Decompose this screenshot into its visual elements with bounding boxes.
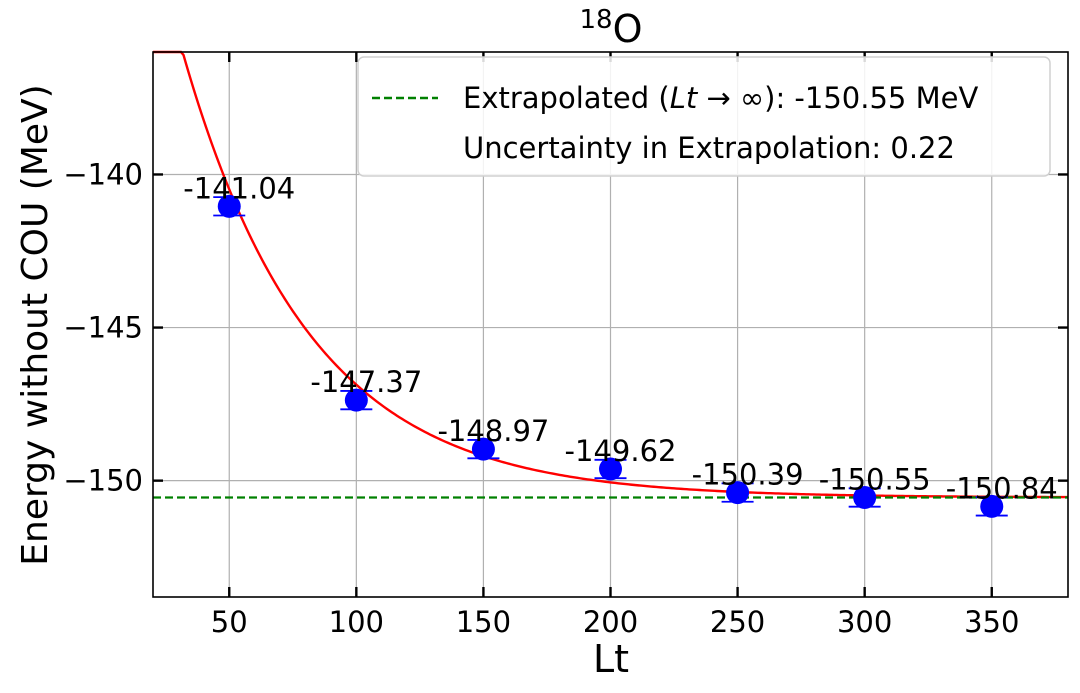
data-label: -150.39 [692, 458, 804, 492]
data-labels: -141.04 -147.37 -148.97 -149.62 -150.39 -150.… [183, 171, 1057, 505]
data-label: -147.37 [310, 365, 422, 399]
legend-entry-uncertainty: Uncertainty in Extrapolation: 0.22 [463, 131, 955, 165]
legend-line1-arrow: → ∞ [697, 81, 764, 115]
data-label: -150.55 [819, 462, 931, 496]
y-axis-label: Energy without COU (MeV) [15, 84, 56, 565]
x-tick-label: 250 [710, 605, 765, 639]
data-label: -150.84 [946, 471, 1058, 505]
x-tick-label: 200 [583, 605, 638, 639]
x-tick-label: 150 [456, 605, 511, 639]
data-label: -148.97 [437, 414, 549, 448]
data-point [853, 485, 877, 509]
x-tick-label: 350 [964, 605, 1019, 639]
data-point [344, 388, 368, 412]
legend-line1-italic: Lt [670, 81, 699, 115]
legend-line1-suffix: ): -150.55 MeV [764, 81, 978, 115]
y-tick-label: −145 [63, 311, 143, 345]
legend-line1-prefix: Extrapolated ( [463, 81, 670, 115]
y-tick-label: −150 [63, 464, 143, 498]
data-points [213, 194, 1008, 518]
data-point [599, 457, 622, 481]
axis-ticks: 50 100 150 200 250 300 350 −140 −145 −150 [63, 52, 1068, 639]
chart-title-base: O [613, 7, 643, 51]
data-point [217, 194, 241, 218]
y-tick-label: −140 [63, 157, 143, 191]
data-point [471, 437, 495, 461]
data-label: -141.04 [183, 171, 295, 205]
x-tick-label: 100 [329, 605, 384, 639]
data-label: -149.62 [565, 434, 677, 468]
chart-title: 18O [579, 5, 642, 51]
legend-entry-extrapolated: Extrapolated (Lt → ∞): -150.55 MeV [463, 81, 978, 115]
data-point [726, 481, 750, 505]
chart-series-lines [153, 50, 1069, 499]
x-tick-label: 50 [211, 605, 248, 639]
chart-title-superscript: 18 [579, 5, 612, 35]
x-tick-label: 300 [837, 605, 892, 639]
x-axis-label: Lt [593, 637, 629, 681]
legend: Extrapolated (Lt → ∞): -150.55 MeV Uncer… [357, 56, 1051, 177]
data-point [980, 494, 1004, 518]
legend-box [357, 56, 1051, 177]
fit-curve-line [153, 50, 1069, 499]
